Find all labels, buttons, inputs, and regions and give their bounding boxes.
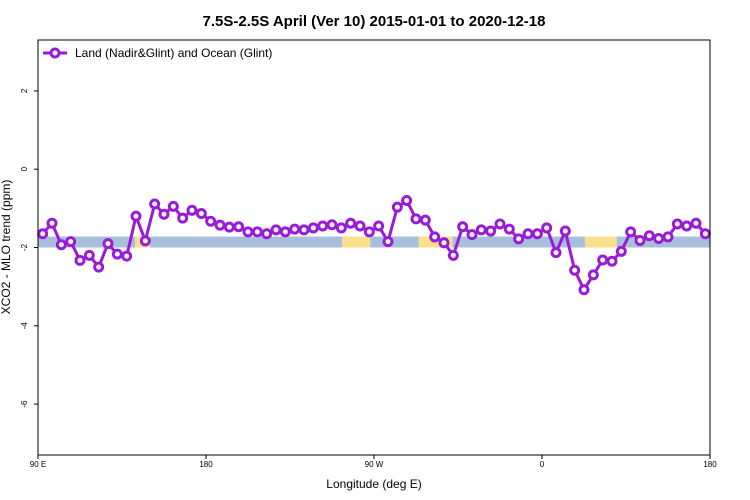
data-point bbox=[541, 222, 553, 234]
data-point bbox=[233, 221, 245, 233]
data-point bbox=[671, 218, 683, 230]
legend-marker-icon bbox=[49, 47, 61, 59]
x-axis-label: Longitude (deg E) bbox=[326, 477, 421, 491]
data-point bbox=[587, 269, 599, 281]
data-point bbox=[251, 226, 263, 238]
data-point bbox=[177, 212, 189, 224]
data-point bbox=[429, 231, 441, 243]
data-point bbox=[513, 233, 525, 245]
data-point bbox=[410, 213, 422, 225]
y-tick-label: -6 bbox=[20, 400, 29, 408]
data-point bbox=[522, 228, 534, 240]
y-tick-label: 0 bbox=[20, 166, 29, 171]
data-point bbox=[363, 226, 375, 238]
band-segment-land bbox=[370, 236, 419, 248]
data-point bbox=[74, 254, 86, 266]
x-axis-ticks: 90 E 180 90 W 0 180 bbox=[30, 455, 717, 469]
data-point bbox=[382, 236, 394, 248]
band-segment-ocean bbox=[342, 236, 371, 248]
data-point bbox=[438, 237, 450, 249]
data-point bbox=[317, 220, 329, 232]
data-point bbox=[681, 220, 693, 232]
x-tick-label: 0 bbox=[540, 460, 545, 469]
data-point bbox=[102, 238, 114, 250]
data-point bbox=[466, 229, 478, 241]
data-point bbox=[83, 249, 95, 261]
data-point bbox=[46, 217, 58, 229]
data-point bbox=[447, 249, 459, 261]
data-point bbox=[93, 261, 105, 273]
data-point bbox=[214, 219, 226, 231]
legend: Land (Nadir&Glint) and Ocean (Glint) bbox=[43, 46, 272, 60]
data-point bbox=[578, 284, 590, 296]
data-point bbox=[289, 223, 301, 235]
data-point bbox=[699, 228, 711, 240]
data-point bbox=[606, 255, 618, 267]
data-point bbox=[223, 221, 235, 233]
band-segment-land bbox=[150, 236, 343, 248]
y-tick-label: 2 bbox=[20, 88, 29, 93]
data-point bbox=[643, 230, 655, 242]
data-point bbox=[690, 217, 702, 229]
data-point bbox=[550, 247, 562, 259]
x-tick-label: 90 W bbox=[365, 460, 384, 469]
data-point bbox=[279, 226, 291, 238]
data-point bbox=[111, 248, 123, 260]
data-point bbox=[457, 221, 469, 233]
data-point bbox=[167, 200, 179, 212]
data-point bbox=[597, 254, 609, 266]
data-point bbox=[354, 220, 366, 232]
data-point bbox=[373, 220, 385, 232]
data-point bbox=[195, 207, 207, 219]
y-axis-ticks: 2 0 -2 -4 -6 bbox=[20, 88, 38, 408]
data-point bbox=[158, 208, 170, 220]
data-point bbox=[242, 226, 254, 238]
data-point bbox=[186, 204, 198, 216]
data-point bbox=[662, 231, 674, 243]
series-point-layer bbox=[37, 195, 711, 296]
data-point bbox=[625, 226, 637, 238]
data-point bbox=[559, 225, 571, 237]
x-tick-label: 90 E bbox=[30, 460, 46, 469]
y-axis-label: XCO2 - MLO trend (ppm) bbox=[0, 180, 13, 315]
data-point bbox=[65, 236, 77, 248]
data-point bbox=[270, 224, 282, 236]
band-segment-ocean bbox=[584, 236, 617, 248]
data-point bbox=[634, 234, 646, 246]
data-point bbox=[37, 228, 49, 240]
data-point bbox=[55, 239, 67, 251]
band-segment-land bbox=[616, 236, 710, 248]
data-point bbox=[503, 223, 515, 235]
x-tick-label: 180 bbox=[703, 460, 717, 469]
data-point bbox=[401, 195, 413, 207]
data-point bbox=[475, 224, 487, 236]
data-point bbox=[307, 222, 319, 234]
data-point bbox=[326, 219, 338, 231]
data-point bbox=[485, 225, 497, 237]
data-point bbox=[391, 201, 403, 213]
data-point bbox=[149, 198, 161, 210]
data-point bbox=[130, 210, 142, 222]
data-point bbox=[335, 222, 347, 234]
x-tick-label: 180 bbox=[199, 460, 213, 469]
y-tick-label: -2 bbox=[20, 243, 29, 251]
legend-label: Land (Nadir&Glint) and Ocean (Glint) bbox=[75, 46, 272, 60]
y-tick-label: -4 bbox=[20, 322, 29, 330]
data-point bbox=[298, 224, 310, 236]
data-point bbox=[205, 215, 217, 227]
chart-title: 7.5S-2.5S April (Ver 10) 2015-01-01 to 2… bbox=[203, 13, 546, 30]
data-point bbox=[494, 218, 506, 230]
data-point bbox=[615, 245, 627, 257]
data-point bbox=[345, 217, 357, 229]
data-point bbox=[139, 235, 151, 247]
background-band bbox=[38, 236, 710, 248]
data-point bbox=[419, 214, 431, 226]
data-point bbox=[531, 228, 543, 240]
data-point bbox=[569, 264, 581, 276]
data-point bbox=[653, 232, 665, 244]
band-segment-land bbox=[38, 236, 136, 248]
data-point bbox=[121, 250, 133, 262]
data-point bbox=[261, 228, 273, 240]
